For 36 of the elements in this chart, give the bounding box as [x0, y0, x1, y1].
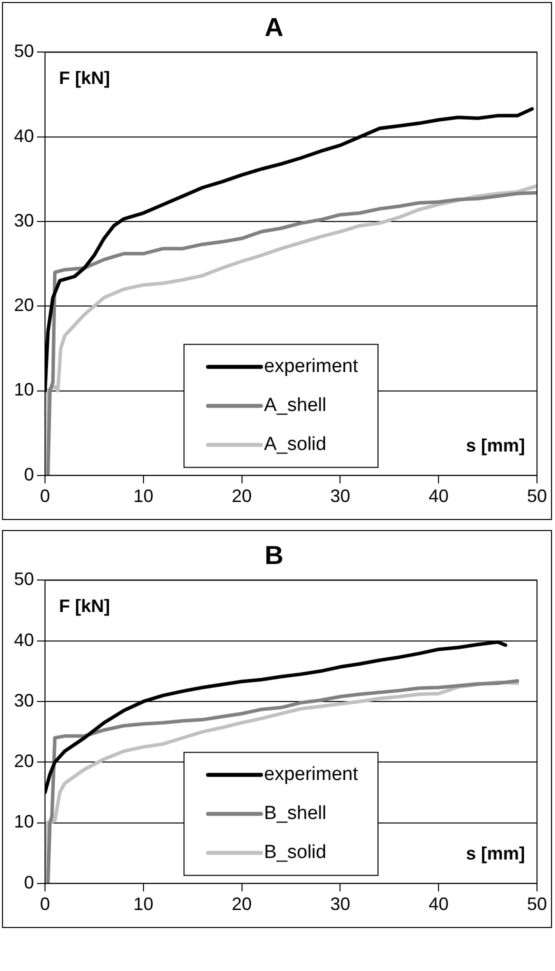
x-tick-label: 40: [428, 486, 449, 506]
y-tick-label: 10: [14, 380, 34, 400]
y-tick-label: 10: [14, 812, 34, 832]
x-tick-label: 10: [133, 486, 154, 506]
legend-label: A_shell: [264, 395, 326, 416]
x-tick-label: 30: [330, 486, 350, 506]
chart-title: A: [264, 12, 284, 42]
legend-label: A_solid: [264, 434, 326, 456]
x-tick-label: 20: [232, 894, 252, 914]
x-tick-label: 0: [40, 894, 50, 914]
y-tick-label: 0: [24, 872, 34, 892]
y-tick-label: 20: [14, 751, 34, 772]
y-tick-label: 40: [14, 630, 34, 650]
x-axis-title: s [mm]: [466, 843, 525, 864]
y-tick-label: 50: [14, 41, 34, 62]
x-axis-title: s [mm]: [466, 435, 525, 456]
y-axis-title: F [kN]: [59, 68, 110, 88]
x-tick-label: 50: [526, 486, 548, 506]
y-tick-label: 0: [24, 464, 34, 484]
y-tick-label: 30: [14, 690, 34, 710]
x-tick-label: 0: [40, 486, 50, 506]
y-tick-label: 20: [14, 295, 34, 316]
legend-label: B_solid: [264, 842, 326, 864]
legend-label: experiment: [264, 356, 359, 378]
x-tick-label: 10: [133, 894, 154, 914]
chart-title: B: [264, 540, 284, 570]
y-tick-label: 30: [14, 210, 34, 230]
x-tick-label: 30: [330, 894, 350, 914]
legend-label: experiment: [264, 764, 359, 786]
y-tick-label: 40: [14, 126, 34, 146]
x-tick-label: 50: [526, 894, 548, 914]
x-tick-label: 20: [232, 486, 252, 506]
y-axis-title: F [kN]: [59, 596, 110, 616]
y-tick-label: 50: [14, 569, 34, 590]
x-tick-label: 40: [428, 894, 449, 914]
legend-label: B_shell: [264, 803, 326, 824]
